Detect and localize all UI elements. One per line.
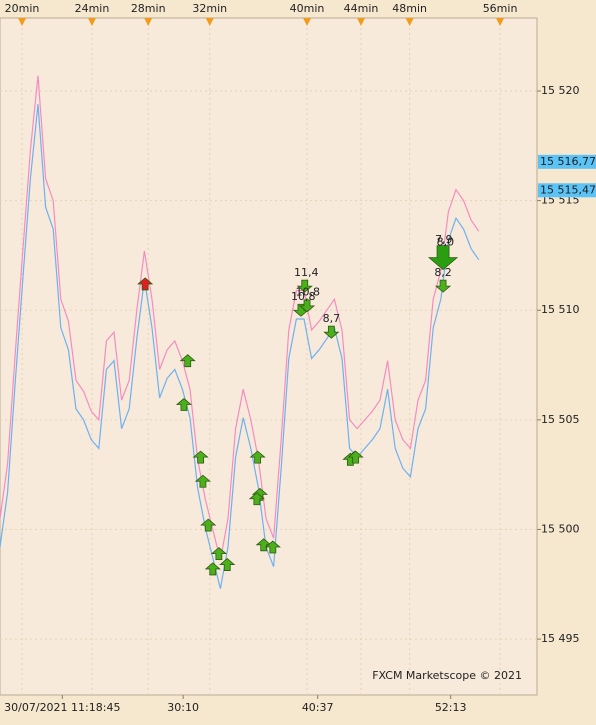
signal-arrow [137,277,154,291]
signal-label: 8,7 [323,312,341,325]
signal-arrow [296,279,313,293]
signal-label: 11,4 [294,266,319,279]
signal-label: 8,2 [434,266,452,279]
signal-arrow [200,518,217,532]
price-tag-label: 15 516,77 [540,155,596,168]
signal-label: 10,8 [296,286,321,299]
signal-arrow [192,450,209,464]
top-tick-label: 40min [290,2,325,15]
y-tick-label: 15 505 [541,413,580,426]
signal-arrow [434,279,452,293]
signal-label: 7,9 [435,233,453,246]
x-tick-label: 30/07/2021 11:18:45 [4,701,120,714]
signal-arrow [347,450,364,464]
tick-marker [356,18,365,26]
signal-arrow [298,299,316,313]
price-line [0,104,480,589]
signal-arrow [179,354,196,368]
signal-label: 8,0 [437,235,455,248]
top-tick-label: 20min [5,2,40,15]
price-line [0,75,480,561]
signal-arrow [204,562,221,576]
tick-marker [405,18,414,26]
signal-arrow [248,492,265,506]
tick-marker [496,18,505,26]
signal-arrow [264,540,281,554]
top-tick-label: 32min [192,2,227,15]
y-tick-label: 15 520 [541,84,580,97]
x-tick-label: 40:37 [302,701,334,714]
top-tick-label: 28min [131,2,166,15]
tick-marker [144,18,153,26]
signal-label: 10,8 [291,290,316,303]
price-tag-label: 15 515,47 [540,183,596,196]
tick-marker [87,18,96,26]
x-tick-label: 52:13 [435,701,467,714]
y-tick-label: 15 495 [541,632,580,645]
signal-arrow [210,547,227,560]
tick-marker [303,18,312,26]
signal-arrow [323,325,340,339]
tick-marker [18,18,27,26]
signal-arrow [219,558,236,571]
signal-arrow [427,245,459,271]
top-tick-label: 24min [75,2,110,15]
y-tick-label: 15 510 [541,303,580,316]
x-tick-label: 30:10 [167,701,199,714]
top-tick-label: 44min [344,2,379,15]
price-tag [538,183,596,198]
y-tick-label: 15 500 [541,522,580,535]
signal-arrow [249,450,266,464]
top-tick-label: 48min [392,2,427,15]
watermark: FXCM Marketscope © 2021 [372,669,522,682]
price-tag [538,154,596,169]
plot-area [0,17,538,696]
signal-arrow [175,397,192,411]
tick-marker [205,18,214,26]
top-tick-label: 56min [483,2,518,15]
signal-arrow [194,474,211,488]
